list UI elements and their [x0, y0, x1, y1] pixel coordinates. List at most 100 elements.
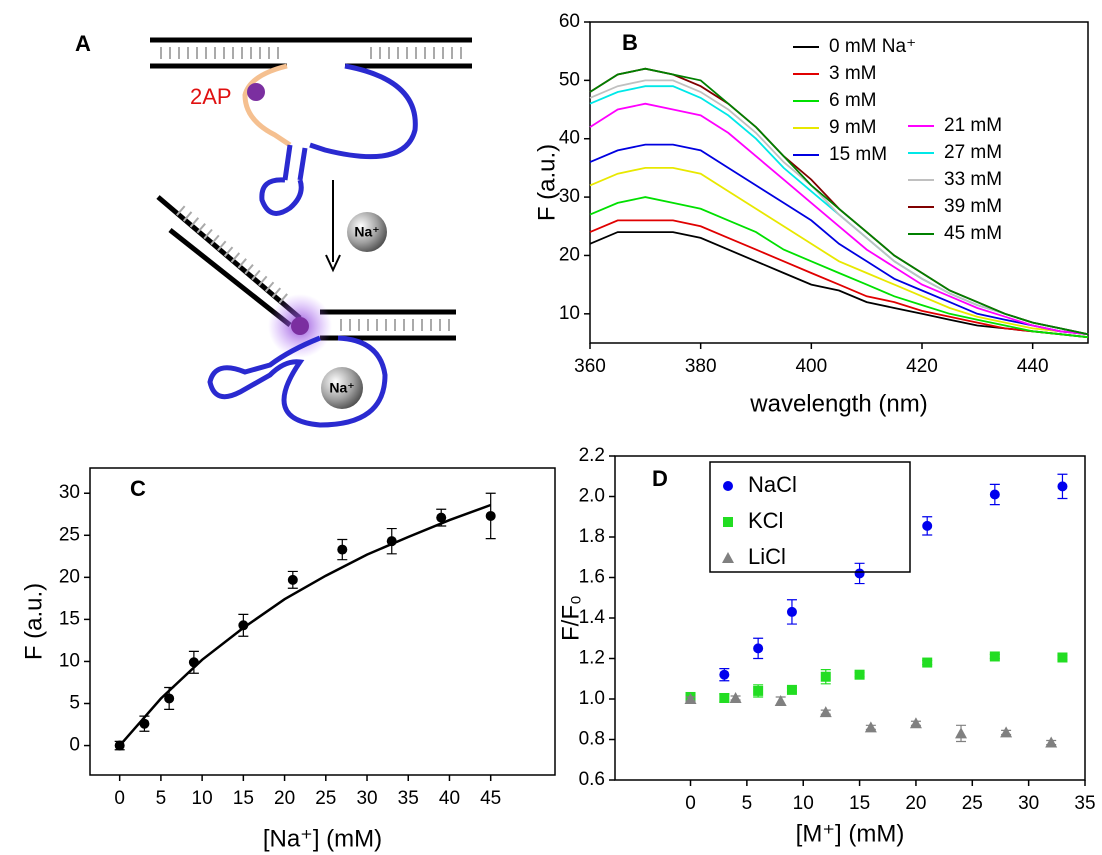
x-tick-label: 20	[905, 793, 926, 814]
panel-label: A	[75, 31, 91, 56]
x-tick-label: 30	[1018, 793, 1039, 814]
y-tick-label: 1.6	[579, 567, 605, 588]
ion-label: Na⁺	[354, 224, 379, 240]
x-tick-label: 380	[685, 356, 717, 377]
data-point	[854, 669, 865, 680]
legend-label: 39 mM	[944, 196, 1002, 217]
x-tick-label: 30	[356, 788, 377, 809]
x-axis-label: wavelength (nm)	[749, 390, 927, 417]
data-point	[238, 620, 249, 631]
plot-frame	[614, 455, 1086, 781]
legend-frame	[709, 461, 911, 573]
data-point	[1045, 736, 1058, 748]
arrow-head	[325, 254, 341, 273]
strand	[156, 195, 302, 320]
panel-label: B	[622, 30, 638, 55]
plot-frame	[589, 21, 1089, 344]
x-tick-label: 0	[685, 793, 696, 814]
data-line	[118, 503, 492, 747]
y-axis-label: F (a.u.)	[20, 583, 47, 660]
y-tick-label: 10	[559, 303, 580, 324]
y-tick-label: 1.0	[579, 688, 605, 709]
legend-label: 27 mM	[944, 142, 1002, 163]
2ap-dot	[291, 317, 309, 335]
2ap-dot	[247, 83, 265, 101]
y-tick-label: 0.6	[579, 769, 605, 790]
x-tick-label: 20	[274, 788, 295, 809]
x-tick-label: 25	[962, 793, 983, 814]
data-point	[719, 692, 730, 703]
data-point	[864, 721, 877, 733]
loop	[259, 63, 418, 216]
data-line	[589, 167, 1089, 336]
data-point	[684, 693, 697, 704]
panel-label: C	[130, 476, 146, 501]
data-point	[819, 706, 832, 718]
legend-marker	[722, 552, 734, 563]
x-tick-label: 35	[1074, 793, 1095, 814]
x-tick-label: 10	[793, 793, 814, 814]
data-point	[1057, 652, 1068, 663]
data-point	[1057, 481, 1068, 492]
plot-frame	[89, 467, 556, 776]
legend-label: 45 mM	[944, 223, 1002, 244]
data-point	[1000, 726, 1013, 738]
data-line	[589, 196, 1089, 339]
legend-label: KCl	[748, 508, 783, 533]
y-tick-label: 25	[59, 524, 80, 545]
x-tick-label: 45	[480, 788, 501, 809]
x-tick-label: 15	[849, 793, 870, 814]
data-point	[729, 691, 742, 703]
x-tick-label: 5	[742, 793, 753, 814]
data-point	[337, 544, 348, 555]
legend-label: NaCl	[748, 472, 797, 497]
y-tick-label: 1.8	[579, 526, 605, 547]
data-line	[589, 102, 1089, 336]
legend-marker	[723, 517, 733, 527]
legend-label: LiCl	[748, 544, 786, 569]
x-tick-label: 10	[192, 788, 213, 809]
linker	[242, 63, 292, 148]
y-tick-label: 10	[59, 650, 80, 671]
y-tick-label: 50	[559, 69, 580, 90]
legend-label: 3 mM	[829, 63, 877, 84]
x-axis-label: [Na⁺] (mM)	[263, 825, 382, 852]
loop	[207, 335, 388, 428]
legend-marker	[723, 481, 733, 491]
data-point	[786, 606, 797, 617]
y-tick-label: 1.4	[579, 607, 606, 628]
y-tick-label: 30	[59, 482, 80, 503]
data-line	[589, 67, 1089, 336]
x-tick-label: 40	[439, 788, 460, 809]
legend-label: 21 mM	[944, 115, 1002, 136]
y-tick-label: 2.2	[579, 445, 605, 466]
x-tick-label: 25	[315, 788, 336, 809]
strand	[168, 228, 292, 327]
data-point	[922, 520, 933, 531]
data-point	[786, 684, 797, 695]
y-tick-label: 1.2	[579, 648, 605, 669]
legend-label: 6 mM	[829, 90, 877, 111]
data-point	[955, 727, 968, 739]
x-tick-label: 360	[574, 356, 606, 377]
data-point	[287, 574, 298, 585]
y-tick-label: 15	[59, 608, 80, 629]
base-pairs	[176, 205, 289, 305]
data-point	[909, 717, 922, 729]
2ap-label: 2AP	[190, 84, 232, 109]
ion	[347, 212, 387, 252]
data-line	[589, 143, 1089, 336]
data-line	[589, 219, 1089, 339]
data-point	[774, 695, 787, 707]
data-point	[753, 643, 764, 654]
data-point	[989, 489, 1000, 500]
y-tick-label: 30	[559, 186, 580, 207]
x-tick-label: 420	[906, 356, 938, 377]
y-axis-label: F (a.u.)	[533, 144, 560, 221]
y-tick-label: 0	[69, 735, 80, 756]
y-tick-label: 20	[559, 244, 580, 265]
x-tick-label: 5	[156, 788, 167, 809]
legend-label: 0 mM Na⁺	[829, 36, 916, 57]
panel-a: A 2AP Na⁺ Na⁺	[75, 31, 472, 428]
